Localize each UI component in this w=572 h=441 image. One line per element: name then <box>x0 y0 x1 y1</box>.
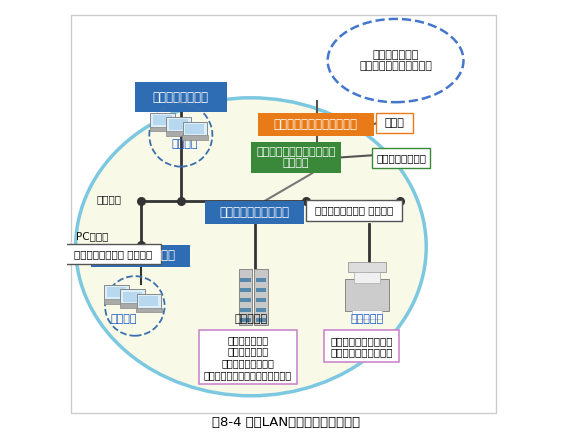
FancyBboxPatch shape <box>150 113 174 127</box>
FancyBboxPatch shape <box>306 200 402 220</box>
FancyBboxPatch shape <box>345 280 389 310</box>
Text: スイッチングハブ レイヤ２: スイッチングハブ レイヤ２ <box>74 249 152 259</box>
FancyBboxPatch shape <box>257 113 374 136</box>
FancyBboxPatch shape <box>240 308 251 312</box>
Text: ネットワークセキュリティ
対策機器: ネットワークセキュリティ 対策機器 <box>256 146 336 168</box>
FancyBboxPatch shape <box>185 124 204 134</box>
FancyBboxPatch shape <box>136 308 161 312</box>
FancyBboxPatch shape <box>240 278 251 282</box>
Text: パソコン: パソコン <box>172 139 198 149</box>
FancyBboxPatch shape <box>135 82 227 112</box>
FancyBboxPatch shape <box>120 303 145 308</box>
Text: インターネット
（教育イントラネット）: インターネット （教育イントラネット） <box>359 50 432 71</box>
FancyBboxPatch shape <box>166 117 191 132</box>
Text: スイッチングハブ レイヤ３: スイッチングハブ レイヤ３ <box>315 206 393 215</box>
FancyBboxPatch shape <box>256 318 267 322</box>
FancyBboxPatch shape <box>256 288 267 292</box>
Text: ネットワークプリンタ
ネットワークスキャナ: ネットワークプリンタ ネットワークスキャナ <box>331 336 393 357</box>
Text: ネットワーク接続機器: ネットワーク接続機器 <box>219 206 289 219</box>
Text: 図8-4 校内LANのシステムイメージ: 図8-4 校内LANのシステムイメージ <box>212 416 360 430</box>
FancyBboxPatch shape <box>153 115 172 125</box>
FancyBboxPatch shape <box>324 330 399 363</box>
FancyBboxPatch shape <box>104 285 129 300</box>
Ellipse shape <box>76 98 426 396</box>
Text: ファイルサーバ
プリンタサーバ
ウイルス対策サーバ
コンテンツフィルタリングサーバ: ファイルサーバ プリンタサーバ ウイルス対策サーバ コンテンツフィルタリングサー… <box>204 335 292 380</box>
FancyBboxPatch shape <box>107 288 126 298</box>
FancyBboxPatch shape <box>182 122 207 136</box>
FancyBboxPatch shape <box>372 148 430 168</box>
FancyBboxPatch shape <box>166 131 192 136</box>
FancyBboxPatch shape <box>256 298 267 302</box>
FancyBboxPatch shape <box>104 299 129 303</box>
Text: ファイアウォール: ファイアウォール <box>376 153 426 163</box>
FancyBboxPatch shape <box>199 330 296 385</box>
FancyBboxPatch shape <box>352 310 383 319</box>
FancyBboxPatch shape <box>240 288 251 292</box>
FancyBboxPatch shape <box>256 308 267 312</box>
FancyBboxPatch shape <box>240 318 251 322</box>
FancyBboxPatch shape <box>376 113 412 133</box>
FancyBboxPatch shape <box>137 294 161 309</box>
FancyBboxPatch shape <box>240 298 251 302</box>
FancyBboxPatch shape <box>123 292 142 302</box>
FancyBboxPatch shape <box>182 135 208 140</box>
FancyBboxPatch shape <box>239 269 252 325</box>
FancyBboxPatch shape <box>65 244 161 264</box>
FancyBboxPatch shape <box>348 262 386 272</box>
FancyBboxPatch shape <box>150 127 175 131</box>
Text: PC教室等: PC教室等 <box>76 231 108 241</box>
Text: パソコン: パソコン <box>110 314 137 324</box>
Text: 職員室等: 職員室等 <box>96 194 121 205</box>
FancyBboxPatch shape <box>251 142 341 173</box>
Text: 校内ネットワーク: 校内ネットワーク <box>153 91 209 104</box>
FancyBboxPatch shape <box>120 289 145 304</box>
Text: サーバ機器: サーバ機器 <box>235 314 268 324</box>
Text: 入出力機器: 入出力機器 <box>351 314 384 324</box>
FancyBboxPatch shape <box>169 120 188 130</box>
Text: 外部ネットワーク接続機器: 外部ネットワーク接続機器 <box>273 118 358 131</box>
Text: ネットワーク接続機器: ネットワーク接続機器 <box>105 250 175 262</box>
FancyBboxPatch shape <box>140 296 158 306</box>
FancyBboxPatch shape <box>354 272 380 283</box>
FancyBboxPatch shape <box>205 201 304 224</box>
Text: ルータ: ルータ <box>384 118 404 128</box>
FancyBboxPatch shape <box>255 269 268 325</box>
FancyBboxPatch shape <box>256 278 267 282</box>
FancyBboxPatch shape <box>91 245 189 267</box>
